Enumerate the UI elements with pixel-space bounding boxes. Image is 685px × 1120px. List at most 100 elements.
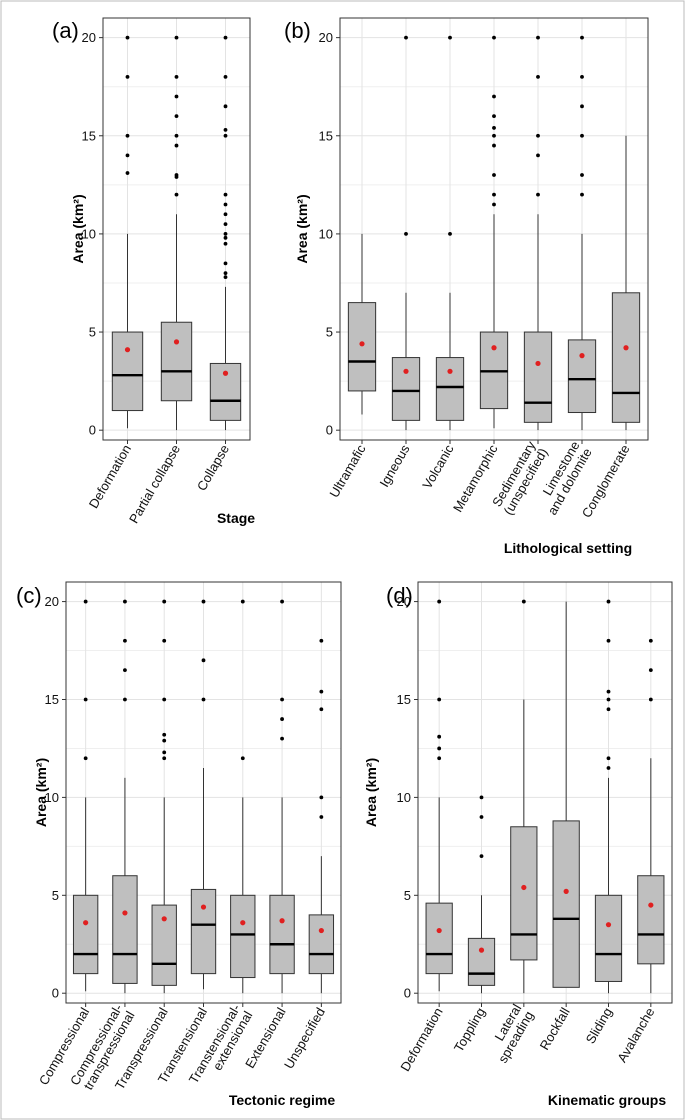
- y-tick-label: 0: [89, 423, 96, 438]
- box-iqr: [112, 875, 138, 984]
- outlier-point: [174, 173, 179, 177]
- outlier-point: [492, 143, 496, 148]
- y-tick-label: 10: [319, 226, 333, 241]
- outlier-point: [319, 795, 324, 800]
- plot-frame: [417, 581, 673, 1004]
- outlier-point: [492, 35, 496, 40]
- outlier-point: [606, 689, 611, 694]
- outlier-point: [223, 271, 228, 276]
- x-axis-label: Tectonic regime: [229, 1092, 336, 1108]
- box-iqr: [160, 321, 193, 402]
- mean-point: [447, 368, 453, 374]
- mean-point: [359, 341, 365, 347]
- mean-point: [563, 888, 569, 894]
- mean-point: [161, 916, 167, 922]
- y-tick-label: 15: [45, 692, 59, 707]
- outlier-point: [174, 74, 179, 79]
- x-axis-label: Lithological setting: [504, 540, 632, 556]
- outlier-point: [437, 734, 442, 739]
- outlier-point: [404, 232, 408, 236]
- outlier-point: [606, 599, 611, 604]
- y-tick-label: 0: [52, 986, 59, 1001]
- outlier-point: [162, 599, 167, 604]
- mean-point: [478, 947, 485, 953]
- y-tick-label: 10: [397, 790, 411, 805]
- outlier-point: [123, 638, 127, 643]
- outlier-point: [319, 638, 324, 643]
- outlier-point: [319, 815, 324, 819]
- outlier-point: [162, 697, 167, 702]
- outlier-point: [125, 153, 130, 158]
- y-tick-label: 5: [404, 888, 411, 903]
- outlier-point: [201, 658, 206, 663]
- outlier-point: [223, 275, 228, 279]
- outlier-point: [280, 599, 284, 604]
- outlier-point: [223, 192, 228, 197]
- outlier-point: [280, 697, 284, 702]
- outlier-point: [83, 697, 88, 702]
- outlier-point: [223, 202, 228, 207]
- box-iqr: [190, 888, 217, 975]
- y-tick-label: 20: [45, 594, 59, 609]
- box-iqr: [391, 357, 421, 421]
- mean-point: [222, 370, 229, 376]
- mean-point: [436, 927, 442, 934]
- outlier-point: [448, 232, 452, 236]
- outlier-point: [536, 153, 540, 158]
- box-iqr: [72, 894, 99, 975]
- outlier-point: [223, 261, 228, 266]
- box-iqr: [230, 894, 256, 979]
- outlier-point: [437, 756, 442, 761]
- panel-label: (d): [386, 583, 413, 608]
- outlier-point: [83, 756, 88, 761]
- outlier-point: [162, 738, 167, 743]
- outlier-point: [83, 599, 88, 604]
- panel-label: (a): [52, 18, 79, 43]
- outlier-point: [492, 192, 496, 197]
- mean-point: [240, 920, 246, 926]
- mean-point: [521, 884, 527, 891]
- outlier-point: [223, 232, 228, 236]
- outlier-point: [437, 697, 442, 702]
- mean-point: [491, 345, 497, 351]
- y-tick-label: 5: [326, 325, 333, 340]
- outlier-point: [125, 35, 130, 40]
- mean-point: [605, 922, 612, 928]
- outlier-point: [404, 35, 408, 40]
- outlier-point: [492, 94, 496, 99]
- outlier-point: [580, 35, 584, 40]
- y-tick-label: 10: [45, 790, 59, 805]
- y-axis-label: Area (km²): [294, 194, 310, 263]
- outlier-point: [223, 235, 228, 240]
- outlier-point: [319, 689, 324, 694]
- panel-label: (b): [284, 18, 311, 43]
- y-axis-label: Area (km²): [70, 194, 86, 263]
- outlier-point: [162, 638, 167, 643]
- outlier-point: [123, 668, 127, 673]
- box-iqr: [467, 937, 496, 986]
- outlier-point: [174, 143, 179, 148]
- outlier-point: [162, 750, 167, 755]
- y-tick-label: 15: [397, 692, 411, 707]
- box-iqr: [308, 914, 335, 975]
- mean-point: [623, 345, 629, 351]
- outlier-point: [521, 599, 526, 604]
- outlier-point: [492, 114, 496, 119]
- outlier-point: [223, 35, 228, 40]
- outlier-point: [437, 746, 442, 751]
- box-iqr: [435, 357, 465, 421]
- outlier-point: [648, 638, 653, 643]
- y-tick-label: 20: [319, 30, 333, 45]
- outlier-point: [174, 94, 179, 99]
- outlier-point: [123, 697, 127, 702]
- mean-point: [83, 920, 89, 926]
- y-tick-label: 15: [319, 128, 333, 143]
- outlier-point: [437, 599, 442, 604]
- outlier-point: [492, 173, 496, 177]
- outlier-point: [580, 104, 584, 109]
- outlier-point: [648, 697, 653, 702]
- panel-label: (c): [16, 583, 42, 608]
- outlier-point: [319, 707, 324, 712]
